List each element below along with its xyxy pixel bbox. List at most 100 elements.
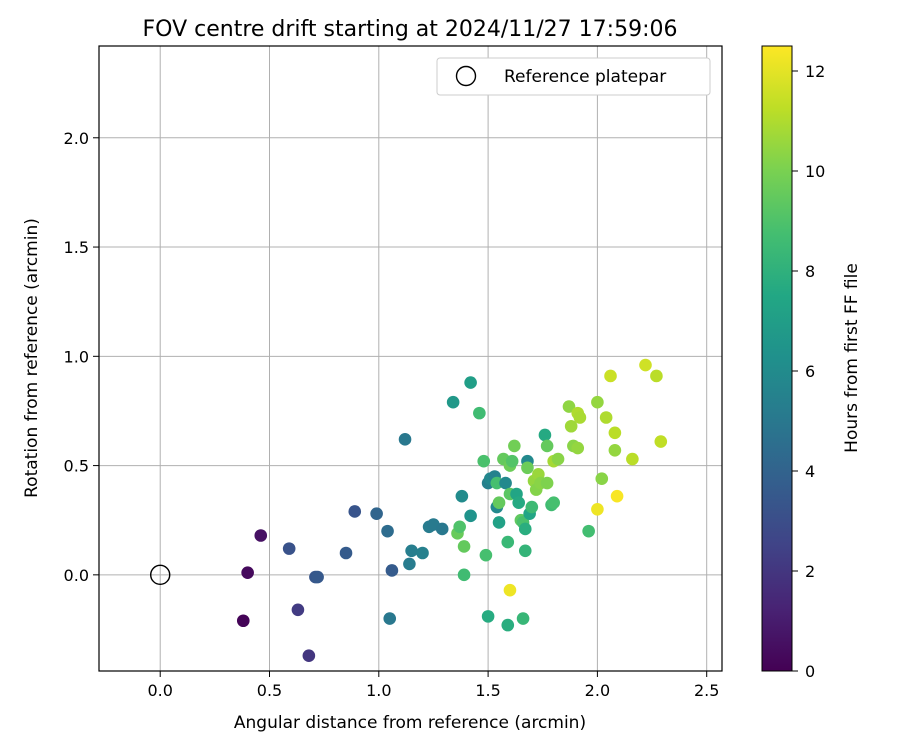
scatter-point	[398, 433, 412, 446]
scatter-point	[573, 411, 587, 424]
x-tick-label: 1.5	[475, 681, 500, 700]
scatter-point	[608, 443, 622, 457]
scatter-point	[604, 369, 617, 383]
colorbar: 0 2 4 6 8 10 12 Hours from first FF file	[761, 45, 862, 681]
scatter-point	[571, 441, 585, 455]
scatter-point	[547, 496, 560, 510]
scatter-point	[302, 649, 316, 663]
scatter-point	[435, 522, 449, 536]
scatter-point	[499, 476, 512, 490]
legend-box	[436, 57, 711, 96]
x-axis: 0.0 0.5 1.0 1.5 2.0 2.5	[147, 671, 719, 700]
x-tick-label: 0.5	[257, 681, 282, 700]
scatter-point	[405, 544, 418, 558]
x-tick-label: 0.0	[147, 681, 172, 700]
scatter-point	[348, 505, 362, 518]
y-axis: 0.0 0.5 1.0 1.5 2.0	[64, 129, 99, 585]
scatter-points	[236, 358, 668, 663]
scatter-point	[236, 614, 250, 628]
scatter-point	[626, 452, 639, 466]
scatter-point	[564, 419, 578, 433]
scatter-point	[453, 520, 466, 534]
scatter-point	[481, 610, 495, 623]
colorbar-tick-label: 4	[805, 462, 815, 481]
scatter-point	[503, 583, 517, 597]
scatter-point	[654, 435, 668, 448]
scatter-point	[385, 564, 399, 577]
scatter-point	[403, 557, 416, 571]
scatter-point	[464, 376, 477, 389]
scatter-point	[610, 489, 624, 503]
scatter-point	[383, 612, 397, 625]
reference-marker	[150, 564, 171, 586]
scatter-point	[492, 496, 506, 510]
scatter-point	[501, 535, 515, 549]
scatter-point	[381, 524, 394, 538]
scatter-point	[477, 454, 491, 468]
y-tick-label: 0.5	[64, 457, 89, 476]
scatter-point	[540, 439, 554, 453]
scatter-point	[608, 426, 622, 440]
scatter-point	[446, 395, 460, 409]
scatter-point	[518, 522, 532, 536]
scatter-point	[254, 529, 268, 542]
x-tick-label: 1.0	[366, 681, 391, 700]
colorbar-gradient	[761, 45, 793, 672]
scatter-point	[516, 612, 530, 625]
x-tick-label: 2.0	[585, 681, 610, 700]
y-tick-label: 1.5	[64, 238, 89, 257]
scatter-point	[595, 472, 609, 485]
y-tick-label: 1.0	[64, 347, 89, 366]
scatter-point	[492, 516, 506, 529]
scatter-point	[521, 461, 534, 475]
scatter-point	[551, 452, 565, 466]
scatter-point	[562, 400, 576, 413]
scatter-point	[311, 570, 324, 584]
colorbar-tick-label: 8	[805, 262, 815, 281]
chart-title: FOV centre drift starting at 2024/11/27 …	[143, 17, 678, 42]
scatter-point	[525, 500, 539, 514]
y-tick-label: 2.0	[64, 129, 89, 148]
scatter-point	[591, 395, 604, 409]
colorbar-tick-label: 12	[805, 62, 825, 81]
colorbar-tick-label: 10	[805, 162, 825, 181]
colorbar-tick-label: 2	[805, 562, 815, 581]
scatter-point	[501, 618, 515, 632]
plot-area	[98, 45, 723, 672]
scatter-point	[479, 548, 493, 562]
scatter-point	[370, 507, 383, 520]
legend-reference-marker-icon	[455, 65, 477, 87]
scatter-point	[540, 476, 554, 490]
reference-marker-group	[150, 564, 171, 586]
scatter-point	[582, 524, 595, 538]
scatter-point	[291, 603, 305, 617]
y-tick-label: 0.0	[64, 566, 89, 585]
grid	[99, 46, 722, 671]
scatter-point	[457, 568, 471, 582]
scatter-point	[455, 489, 469, 503]
x-tick-label: 2.5	[694, 681, 719, 700]
scatter-point	[639, 358, 652, 372]
colorbar-tick-label: 0	[805, 662, 815, 681]
scatter-point	[512, 496, 526, 510]
scatter-point	[416, 546, 429, 560]
scatter-point	[457, 540, 471, 553]
scatter-point	[282, 542, 296, 555]
y-axis-label: Rotation from reference (arcmin)	[22, 218, 42, 498]
x-axis-label: Angular distance from reference (arcmin)	[234, 713, 586, 733]
scatter-point	[490, 476, 504, 490]
plot-frame	[98, 45, 723, 672]
scatter-point	[473, 406, 486, 420]
scatter-point	[599, 411, 613, 424]
scatter-point	[538, 428, 552, 442]
scatter-point	[339, 546, 353, 560]
scatter-point	[518, 544, 532, 558]
scatter-point	[464, 509, 477, 523]
scatter-point	[241, 566, 254, 579]
scatter-point	[508, 439, 521, 453]
legend: Reference platepar	[436, 57, 711, 96]
colorbar-ticks: 0 2 4 6 8 10 12	[792, 62, 825, 681]
scatter-point	[650, 369, 663, 383]
colorbar-tick-label: 6	[805, 362, 815, 381]
